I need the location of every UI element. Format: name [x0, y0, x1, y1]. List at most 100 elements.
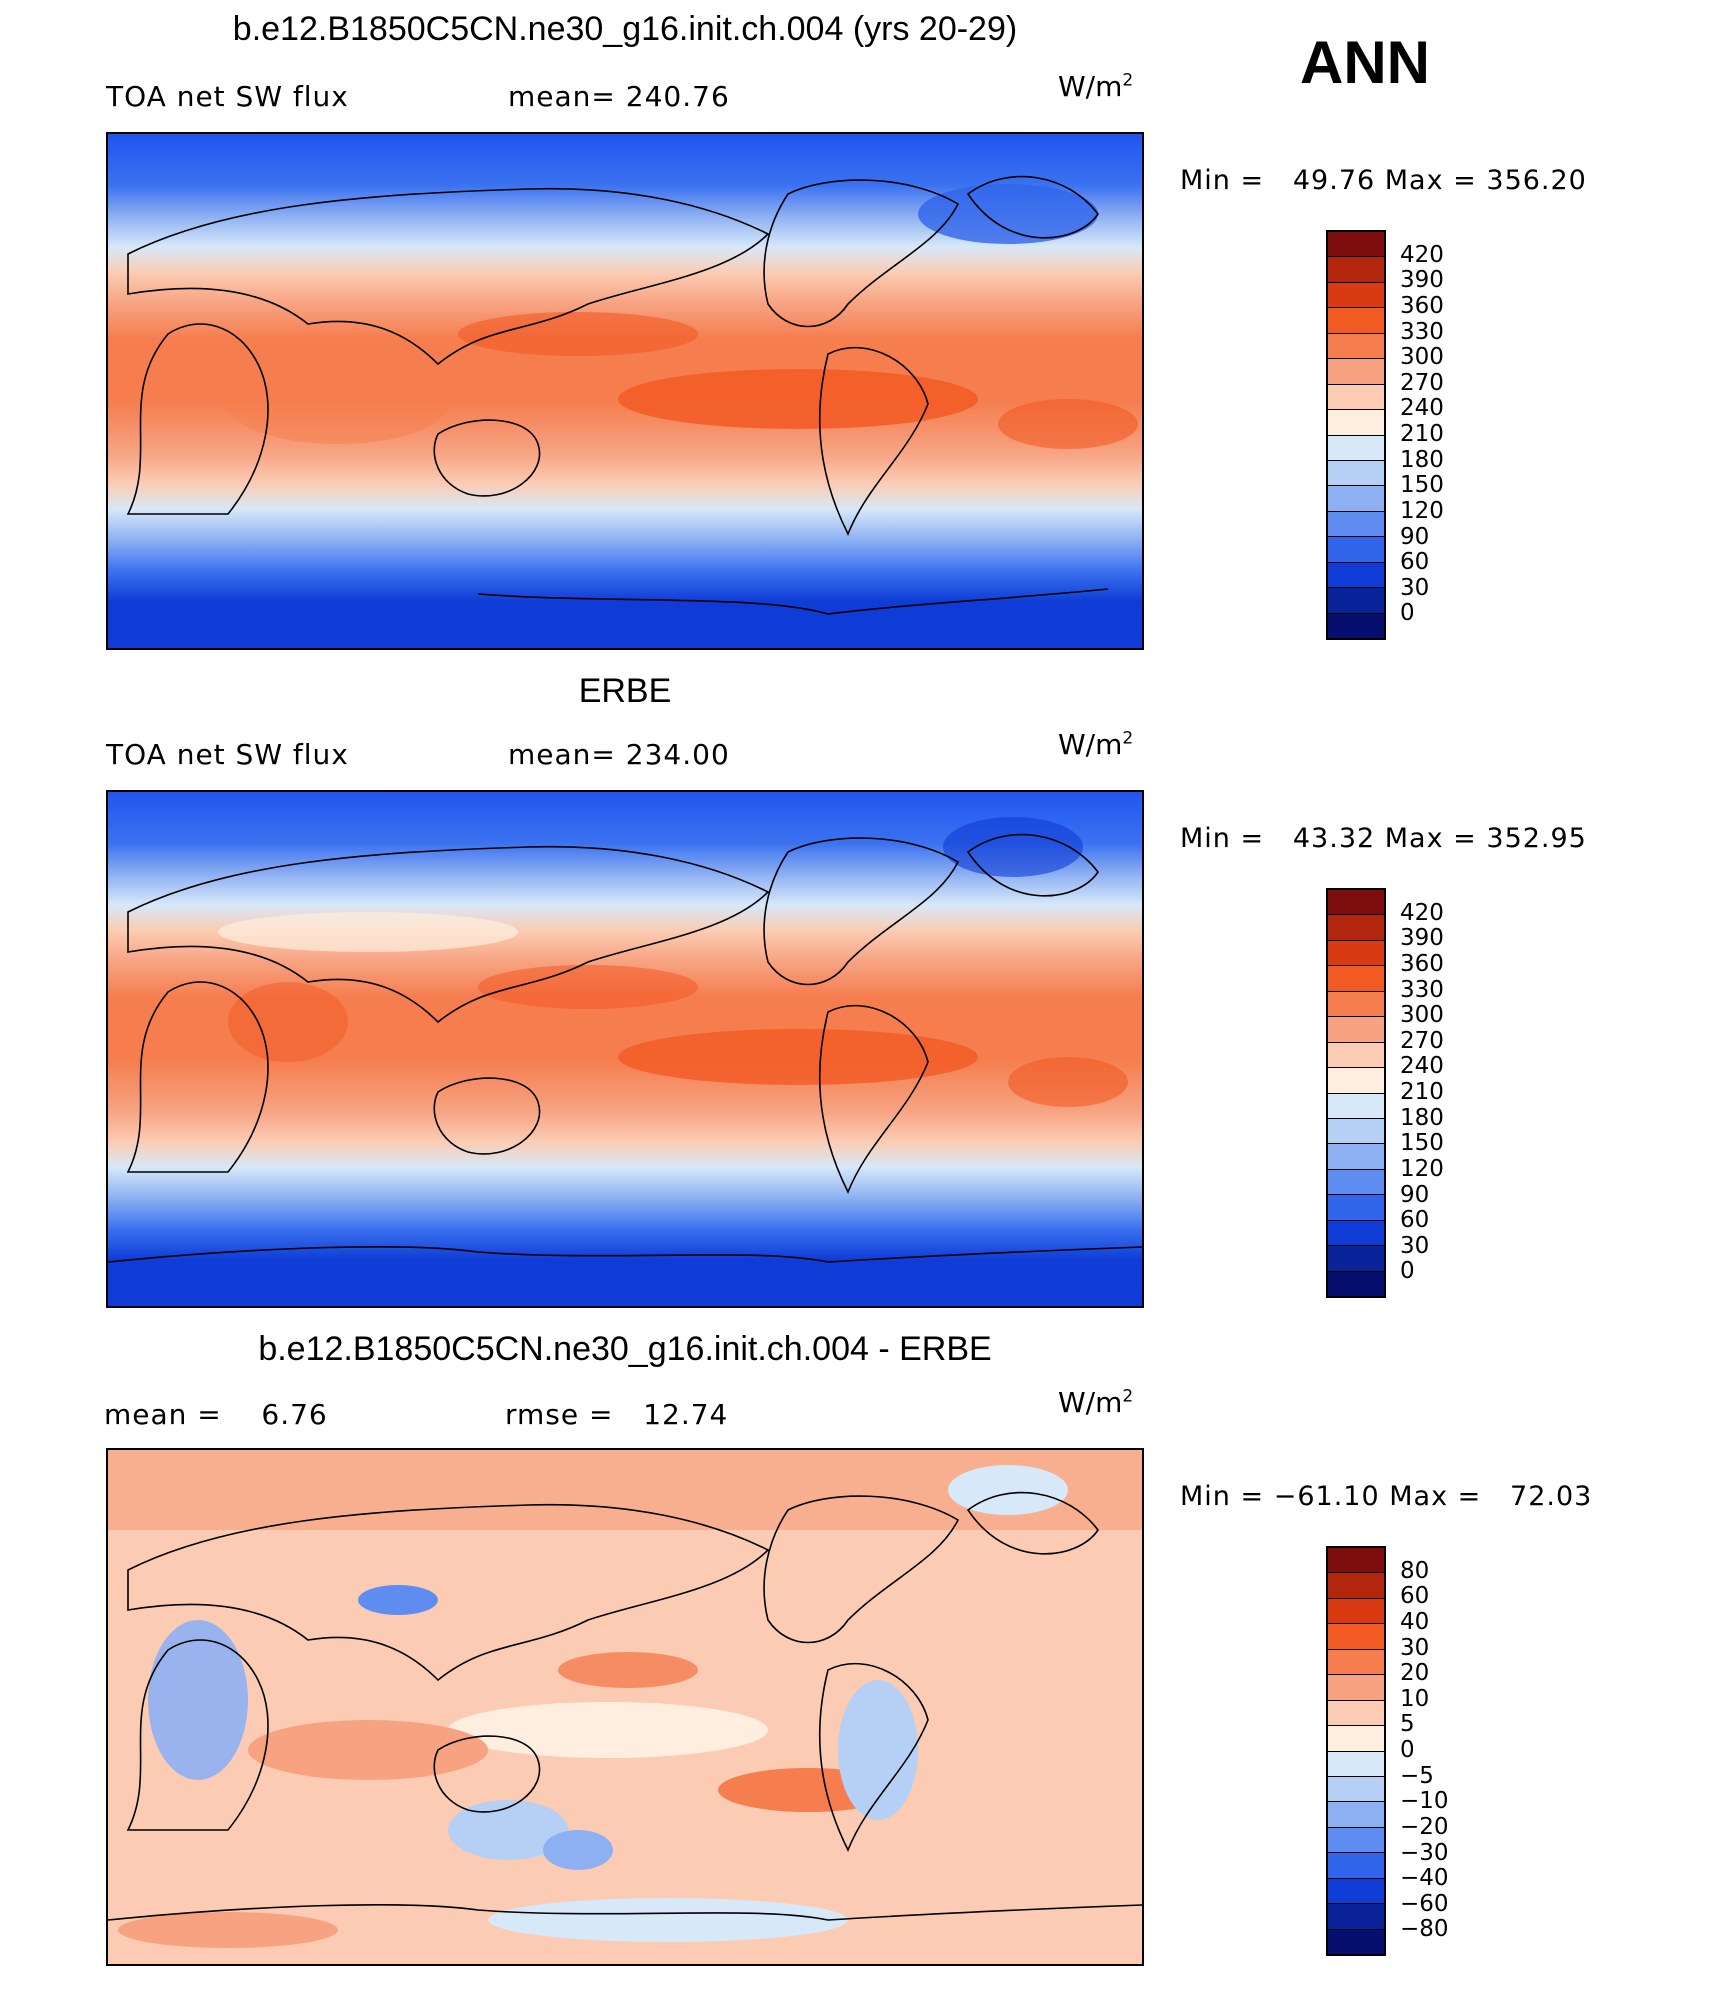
colorbar-swatch: [1328, 435, 1384, 461]
colorbar-swatch: [1328, 1573, 1384, 1599]
colorbar-tick-label: 300: [1400, 1002, 1444, 1029]
panel2-max-value: 352.95: [1486, 823, 1587, 854]
colorbar-swatch: [1328, 588, 1384, 614]
panel1-map: [106, 132, 1144, 650]
colorbar-tick-label: 90: [1400, 1181, 1430, 1208]
panel2-variable-label: TOA net SW flux: [106, 738, 349, 771]
panel2-map: [106, 790, 1144, 1308]
colorbar-swatch: [1328, 1093, 1384, 1119]
colorbar-swatch: [1328, 1118, 1384, 1145]
colorbar-swatch: [1328, 1853, 1384, 1879]
panel1-units: W/m2: [1058, 70, 1134, 103]
colorbar-swatch: [1328, 1726, 1384, 1752]
colorbar-swatch: [1328, 1169, 1384, 1196]
colorbar-tick-label: 240: [1400, 395, 1444, 422]
colorbar-swatch: [1328, 1144, 1384, 1170]
panel1-max-value: 356.20: [1486, 165, 1587, 196]
colorbar-tick-label: 120: [1400, 1155, 1444, 1182]
colorbar-tick-label: 60: [1400, 1207, 1430, 1234]
colorbar-tick-label: 30: [1400, 1232, 1430, 1259]
colorbar-tick-label: 60: [1400, 1583, 1430, 1610]
colorbar-swatch: [1328, 915, 1384, 941]
colorbar-swatch: [1328, 1776, 1384, 1803]
panel3-map-field: [108, 1450, 1142, 1964]
colorbar-swatch: [1328, 1675, 1384, 1701]
panel3-units: W/m2: [1058, 1386, 1134, 1419]
colorbar-tick-label: −40: [1400, 1865, 1449, 1892]
panel2-colorbar: [1326, 888, 1386, 1298]
colorbar-tick-label: 210: [1400, 1079, 1444, 1105]
colorbar-swatch: [1328, 1042, 1384, 1069]
colorbar-swatch: [1328, 1700, 1384, 1727]
colorbar-swatch: [1328, 486, 1384, 512]
colorbar-tick-label: −20: [1400, 1813, 1449, 1840]
colorbar-swatch: [1328, 562, 1384, 589]
colorbar-tick-label: 20: [1400, 1660, 1430, 1687]
panel2-min-value: 43.32: [1292, 823, 1376, 854]
colorbar-tick-label: 120: [1400, 497, 1444, 524]
colorbar-tick-label: 330: [1400, 976, 1444, 1003]
panel3-colorbar: [1326, 1546, 1386, 1956]
colorbar-swatch: [1328, 1649, 1384, 1676]
colorbar-tick-label: 0: [1400, 1258, 1415, 1285]
colorbar-tick-label: 60: [1400, 549, 1430, 576]
colorbar-tick-label: 0: [1400, 600, 1415, 627]
colorbar-tick-label: 30: [1400, 574, 1430, 601]
colorbar-swatch: [1328, 1195, 1384, 1221]
colorbar-swatch: [1328, 1017, 1384, 1043]
colorbar-tick-label: 270: [1400, 1027, 1444, 1054]
panel1-map-field: [108, 134, 1142, 648]
panel1-mean-label: mean= 240.76: [508, 80, 730, 113]
colorbar-tick-label: 150: [1400, 472, 1444, 499]
panel3-max-value: 72.03: [1510, 1481, 1593, 1512]
colorbar-swatch: [1328, 257, 1384, 283]
colorbar-swatch: [1328, 410, 1384, 436]
colorbar-tick-label: −30: [1400, 1839, 1449, 1866]
colorbar-swatch: [1328, 384, 1384, 411]
colorbar-swatch: [1328, 511, 1384, 538]
colorbar-swatch: [1328, 333, 1384, 360]
panel1-min-value: 49.76: [1292, 165, 1376, 196]
colorbar-swatch: [1328, 1751, 1384, 1777]
panel3-minmax: Min = −61.10 Max = 72.03: [1180, 1481, 1593, 1512]
panel2-mean-value: 234.00: [625, 738, 730, 771]
colorbar-swatch: [1328, 308, 1384, 334]
panel2-units: W/m2: [1058, 728, 1134, 761]
colorbar-tick-label: 30: [1400, 1634, 1430, 1661]
colorbar-tick-label: −10: [1400, 1788, 1449, 1815]
colorbar-tick-label: 150: [1400, 1130, 1444, 1157]
colorbar-swatch: [1328, 613, 1384, 638]
colorbar-swatch: [1328, 940, 1384, 967]
panel2-minmax: Min = 43.32 Max = 352.95: [1180, 823, 1587, 854]
colorbar-swatch: [1328, 1548, 1384, 1574]
season-label: ANN: [1300, 29, 1430, 96]
colorbar-tick-label: −5: [1400, 1762, 1434, 1789]
panel1-colorbar: [1326, 230, 1386, 640]
colorbar-tick-label: 5: [1400, 1711, 1415, 1738]
colorbar-tick-label: 210: [1400, 421, 1444, 447]
colorbar-swatch: [1328, 1271, 1384, 1296]
colorbar-tick-label: 180: [1400, 446, 1444, 473]
panel1-minmax: Min = 49.76 Max = 356.20: [1180, 165, 1587, 196]
colorbar-tick-label: 90: [1400, 523, 1430, 550]
colorbar-swatch: [1328, 232, 1384, 258]
panel2-title: ERBE: [578, 672, 672, 710]
colorbar-swatch: [1328, 1904, 1384, 1930]
panel2-mean-label: mean= 234.00: [508, 738, 730, 771]
colorbar-tick-label: 10: [1400, 1685, 1430, 1712]
colorbar-tick-label: 40: [1400, 1608, 1430, 1635]
colorbar-swatch: [1328, 1929, 1384, 1954]
panel2-map-field: [108, 792, 1142, 1306]
colorbar-tick-label: −80: [1400, 1916, 1449, 1943]
panel3-rmse-value: 12.74: [643, 1398, 729, 1431]
colorbar-swatch: [1328, 282, 1384, 309]
colorbar-tick-label: 240: [1400, 1053, 1444, 1080]
panel3-mean-value: 6.76: [261, 1398, 328, 1431]
colorbar-swatch: [1328, 1802, 1384, 1828]
panel1-variable-label: TOA net SW flux: [106, 80, 349, 113]
colorbar-swatch: [1328, 991, 1384, 1018]
colorbar-swatch: [1328, 1624, 1384, 1650]
colorbar-tick-label: 420: [1400, 899, 1444, 926]
colorbar-tick-label: 270: [1400, 369, 1444, 396]
colorbar-tick-label: −60: [1400, 1890, 1449, 1917]
